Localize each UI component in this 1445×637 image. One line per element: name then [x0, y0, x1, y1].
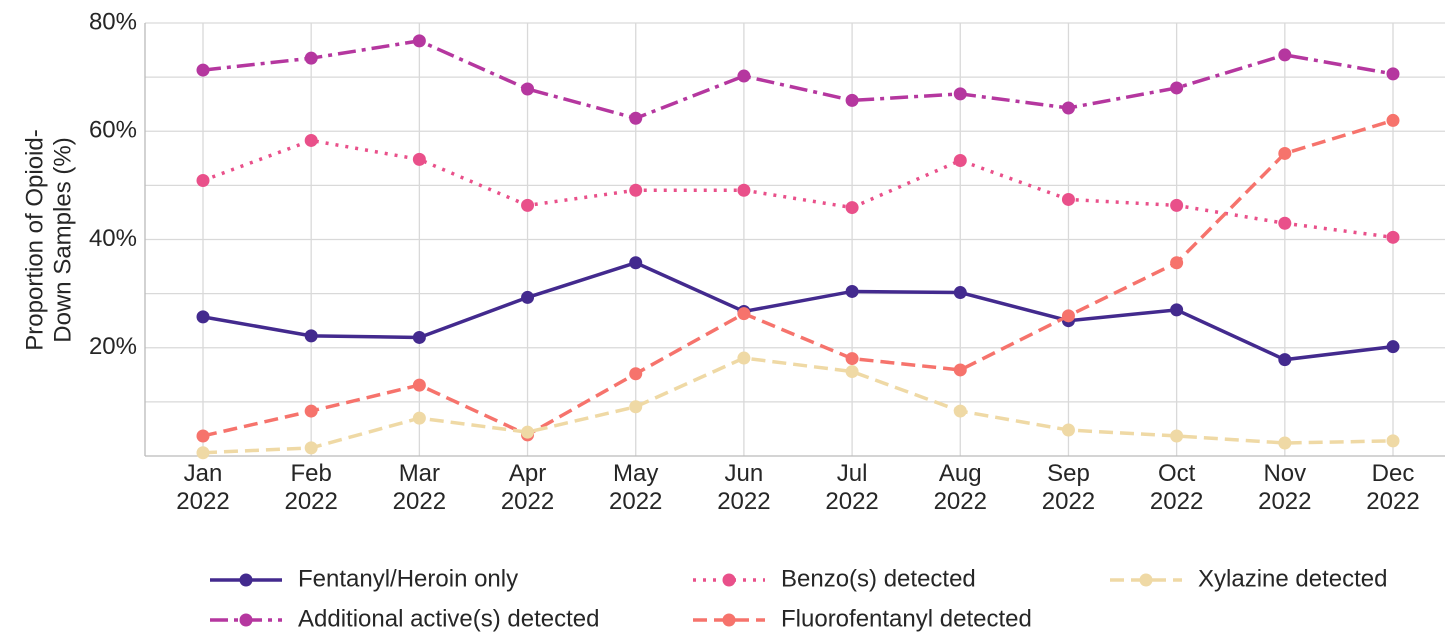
- data-point: [521, 425, 535, 439]
- x-tick-label: Oct 2022: [1149, 460, 1204, 515]
- data-point: [1170, 303, 1184, 317]
- data-point: [1278, 216, 1292, 230]
- data-point: [412, 378, 426, 392]
- data-point: [521, 82, 535, 96]
- legend-label: Xylazine detected: [1198, 565, 1387, 592]
- legend-marker: [722, 573, 736, 587]
- legend-label: Fluorofentanyl detected: [781, 605, 1032, 632]
- data-point: [1386, 434, 1400, 448]
- data-point: [304, 404, 318, 418]
- legend-item: Additional active(s) detected: [210, 605, 600, 632]
- data-point: [1061, 309, 1075, 323]
- data-point: [953, 286, 967, 300]
- x-tick-label: Apr 2022: [500, 460, 555, 515]
- data-point: [1170, 198, 1184, 212]
- series-line: [202, 260, 1394, 362]
- data-point: [412, 411, 426, 425]
- data-point: [845, 365, 859, 379]
- data-point: [629, 183, 643, 197]
- x-tick-label: Jul 2022: [825, 460, 879, 515]
- data-point: [196, 429, 210, 443]
- x-tick-label: May 2022: [609, 460, 663, 515]
- series-line: [202, 39, 1394, 121]
- data-point: [845, 352, 859, 366]
- data-point: [412, 330, 426, 344]
- data-point: [1170, 256, 1184, 270]
- legend-item: Fentanyl/Heroin only: [210, 565, 518, 592]
- data-point: [1386, 230, 1400, 244]
- data-point: [304, 441, 318, 455]
- data-point: [1170, 81, 1184, 95]
- data-point: [196, 174, 210, 188]
- data-point: [845, 93, 859, 107]
- y-tick-label: 20%: [89, 333, 137, 360]
- y-tick-label: 40%: [89, 225, 137, 252]
- data-point: [737, 69, 751, 83]
- data-point: [737, 307, 751, 321]
- data-point: [412, 34, 426, 48]
- x-tick-label: Feb 2022: [284, 460, 338, 515]
- data-point: [1386, 67, 1400, 81]
- x-tick-label: Mar 2022: [392, 460, 447, 515]
- data-point: [1061, 101, 1075, 115]
- x-tick-label: Nov 2022: [1258, 460, 1312, 515]
- legend-marker: [722, 613, 736, 627]
- legend-label: Additional active(s) detected: [298, 605, 600, 632]
- data-point: [521, 290, 535, 304]
- data-point: [1386, 113, 1400, 127]
- data-point: [737, 183, 751, 197]
- y-axis-label: Down Samples (%): [49, 137, 76, 342]
- y-tick-label: 60%: [89, 117, 137, 144]
- series-line: [202, 356, 1394, 455]
- data-point: [196, 310, 210, 324]
- data-point: [304, 51, 318, 65]
- data-point: [629, 256, 643, 270]
- data-point: [737, 351, 751, 365]
- data-point: [629, 367, 643, 381]
- x-tick-label: Sep 2022: [1041, 460, 1096, 515]
- legend-item: Xylazine detected: [1110, 565, 1387, 592]
- data-point: [1278, 436, 1292, 450]
- data-point: [196, 63, 210, 77]
- data-point: [953, 153, 967, 167]
- data-point: [1278, 146, 1292, 160]
- legend-marker: [239, 613, 253, 627]
- y-tick-label: 80%: [89, 8, 137, 35]
- data-point: [629, 400, 643, 414]
- y-axis-label: Proportion of Opioid-: [21, 129, 48, 350]
- data-point: [845, 201, 859, 215]
- x-tick-label: Dec 2022: [1366, 460, 1420, 515]
- data-point: [953, 404, 967, 418]
- data-point: [1061, 192, 1075, 206]
- series-line: [202, 138, 1394, 240]
- data-point: [953, 87, 967, 101]
- series-line: [202, 118, 1394, 438]
- data-point: [304, 133, 318, 147]
- legend-marker: [1139, 573, 1153, 587]
- data-point: [629, 111, 643, 125]
- data-point: [845, 284, 859, 298]
- data-point: [1278, 353, 1292, 367]
- data-point: [1170, 429, 1184, 443]
- data-point: [304, 329, 318, 343]
- data-point: [953, 363, 967, 377]
- data-point: [1278, 48, 1292, 62]
- legend-label: Fentanyl/Heroin only: [298, 565, 518, 592]
- data-point: [1386, 340, 1400, 354]
- x-tick-label: Aug 2022: [933, 460, 987, 515]
- data-point: [196, 446, 210, 460]
- legend-item: Benzo(s) detected: [693, 565, 976, 592]
- x-tick-label: Jun 2022: [717, 460, 771, 515]
- data-point: [521, 198, 535, 212]
- data-point: [1061, 423, 1075, 437]
- legend-label: Benzo(s) detected: [781, 565, 976, 592]
- legend-item: Fluorofentanyl detected: [693, 605, 1032, 632]
- legend-marker: [239, 573, 253, 587]
- x-tick-label: Jan 2022: [176, 460, 230, 515]
- data-point: [412, 152, 426, 166]
